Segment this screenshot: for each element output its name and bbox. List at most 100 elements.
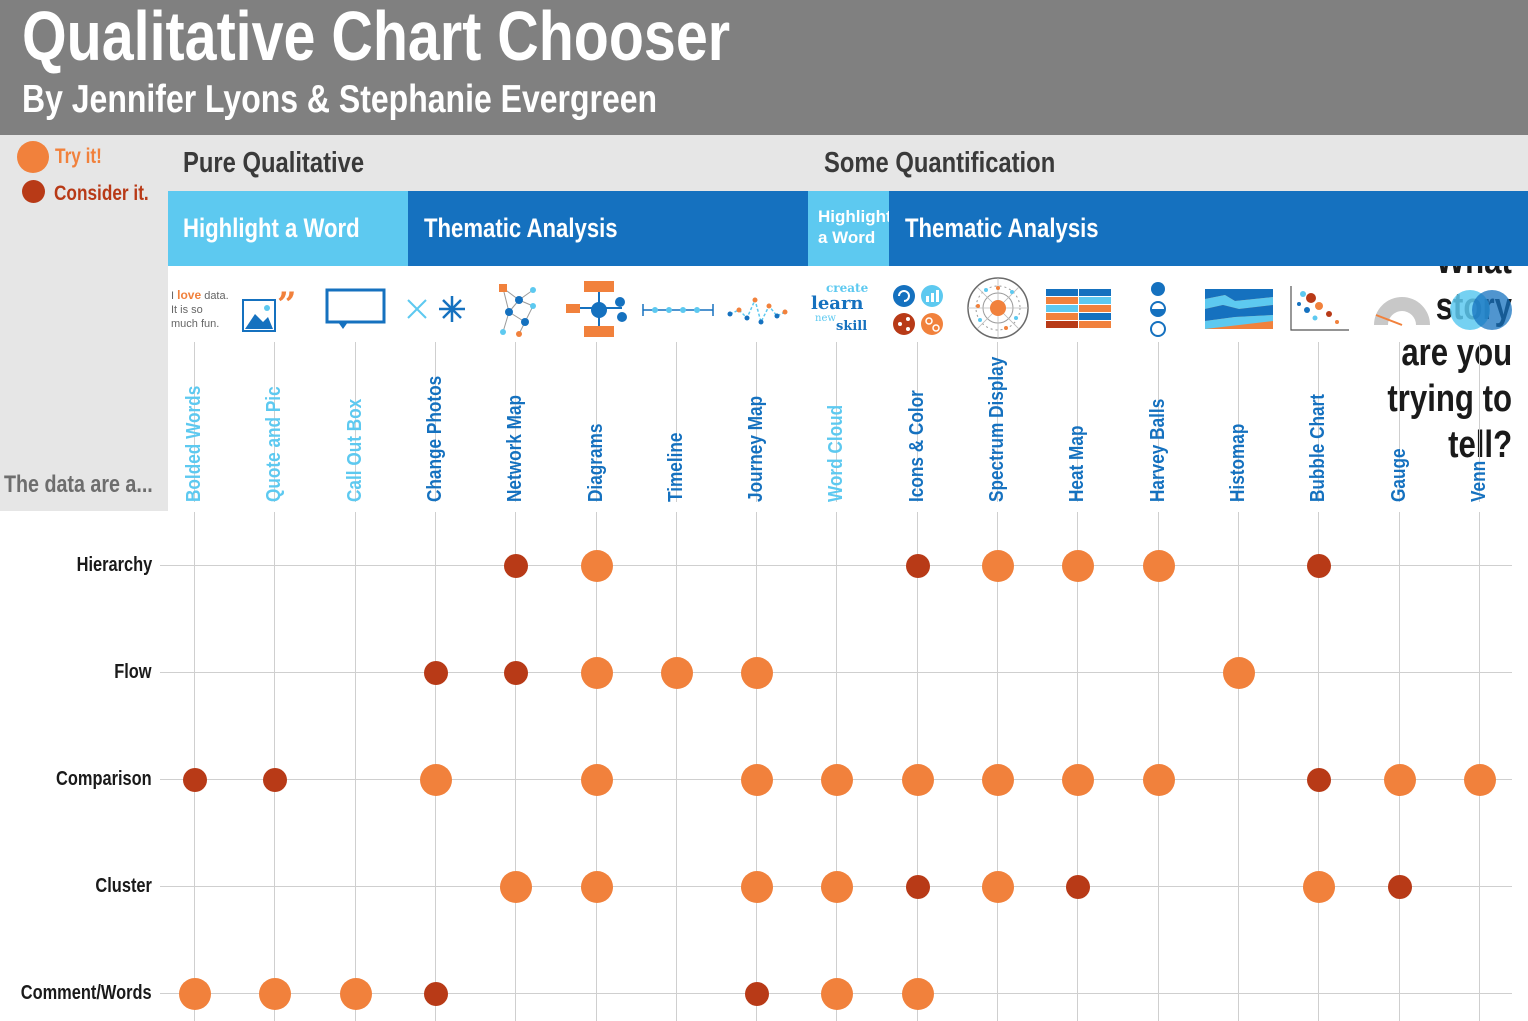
quote-pic-icon: ” bbox=[242, 286, 297, 332]
try-dot bbox=[580, 763, 613, 796]
legend-consider-label: Consider it. bbox=[54, 182, 149, 205]
column-gridline bbox=[676, 512, 677, 1021]
question-line: are you bbox=[1401, 332, 1512, 374]
heat-map-icon bbox=[1046, 289, 1111, 328]
column-label-gauge: Gauge bbox=[1388, 448, 1410, 502]
column-gridline bbox=[274, 342, 275, 502]
column-gridline bbox=[1158, 342, 1159, 502]
diagrams-icon bbox=[566, 281, 627, 337]
band-highlight-word-1: Highlight a Word bbox=[168, 191, 408, 266]
bubble-chart-icon bbox=[1290, 286, 1349, 331]
legend-consider-dot bbox=[22, 180, 45, 203]
legend-try-label: Try it! bbox=[55, 145, 102, 168]
column-gridline bbox=[1318, 342, 1319, 502]
harvey-balls-icon bbox=[1150, 282, 1166, 337]
try-dot bbox=[1222, 656, 1255, 689]
network-map-icon bbox=[499, 284, 536, 337]
histomap-icon bbox=[1205, 289, 1273, 329]
try-dot bbox=[580, 656, 613, 689]
column-gridline bbox=[676, 342, 677, 502]
band-highlight-word-2: Highlight a Word bbox=[808, 191, 892, 266]
bolded-words-icon: I love data. It is so much fun. bbox=[171, 288, 229, 330]
try-dot bbox=[820, 977, 853, 1010]
consider-dot bbox=[262, 767, 287, 792]
question-line: trying to bbox=[1387, 378, 1512, 420]
try-dot bbox=[660, 656, 693, 689]
page-title: Qualitative Chart Chooser bbox=[22, 0, 731, 75]
consider-dot bbox=[1306, 767, 1331, 792]
try-dot bbox=[740, 870, 773, 903]
column-gridline bbox=[596, 342, 597, 502]
row-gridline bbox=[160, 565, 1512, 566]
column-gridline bbox=[1479, 342, 1480, 502]
row-label-comment-words: Comment/Words bbox=[21, 982, 152, 1004]
try-dot bbox=[820, 763, 853, 796]
band-label: Thematic Analysis bbox=[424, 213, 618, 243]
column-gridline bbox=[917, 342, 918, 502]
try-dot bbox=[1302, 870, 1335, 903]
try-dot bbox=[1061, 763, 1094, 796]
try-dot bbox=[740, 763, 773, 796]
consider-dot bbox=[1306, 553, 1331, 578]
column-gridline bbox=[1077, 342, 1078, 502]
row-gridline bbox=[160, 672, 1512, 673]
section-header-strip bbox=[168, 135, 1528, 191]
try-dot bbox=[499, 870, 532, 903]
try-dot bbox=[981, 549, 1014, 582]
column-gridline bbox=[756, 342, 757, 502]
consider-dot bbox=[503, 660, 528, 685]
column-label-venn: Venn bbox=[1468, 460, 1490, 502]
spectrum-display-icon bbox=[967, 277, 1029, 339]
column-gridline bbox=[355, 512, 356, 1021]
column-gridline bbox=[435, 342, 436, 502]
row-label-cluster: Cluster bbox=[95, 875, 152, 897]
consider-dot bbox=[1065, 874, 1090, 899]
try-dot bbox=[981, 763, 1014, 796]
consider-dot bbox=[905, 553, 930, 578]
consider-dot bbox=[1387, 874, 1412, 899]
legend-try-dot bbox=[17, 141, 49, 173]
column-label-heat-map: Heat Map bbox=[1066, 425, 1088, 502]
try-dot bbox=[981, 870, 1014, 903]
try-dot bbox=[258, 977, 291, 1010]
try-dot bbox=[740, 656, 773, 689]
column-gridline bbox=[836, 342, 837, 502]
section-some-quantification: Some Quantification bbox=[824, 147, 1056, 179]
column-label-journey-map: Journey Map bbox=[745, 395, 767, 502]
change-photos-icon bbox=[407, 296, 465, 322]
consider-dot bbox=[503, 553, 528, 578]
column-gridline bbox=[1399, 342, 1400, 502]
column-gridline bbox=[515, 512, 516, 1021]
column-label-timeline: Timeline bbox=[665, 432, 687, 502]
try-dot bbox=[580, 549, 613, 582]
try-dot bbox=[178, 977, 211, 1010]
band-label: Highlight a Word bbox=[183, 213, 360, 243]
band-thematic-analysis-1: Thematic Analysis bbox=[408, 191, 808, 266]
try-dot bbox=[1142, 549, 1175, 582]
column-label-call-out-box: Call Out Box bbox=[344, 398, 366, 502]
column-label-bolded-words: Bolded Words bbox=[183, 385, 205, 502]
row-label-flow: Flow bbox=[114, 661, 152, 683]
consider-dot bbox=[423, 981, 448, 1006]
svg-text:”: ” bbox=[277, 286, 297, 325]
column-gridline bbox=[515, 342, 516, 502]
consider-dot bbox=[744, 981, 769, 1006]
try-dot bbox=[1142, 763, 1175, 796]
page-subtitle: By Jennifer Lyons & Stephanie Evergreen bbox=[22, 78, 658, 121]
try-dot bbox=[339, 977, 372, 1010]
consider-dot bbox=[182, 767, 207, 792]
venn-icon bbox=[1450, 290, 1512, 330]
timeline-icon bbox=[642, 304, 714, 316]
consider-dot bbox=[905, 874, 930, 899]
try-dot bbox=[1383, 763, 1416, 796]
band-label: Thematic Analysis bbox=[905, 213, 1099, 243]
try-dot bbox=[901, 977, 934, 1010]
consider-dot bbox=[423, 660, 448, 685]
try-dot bbox=[419, 763, 452, 796]
column-label-histomap: Histomap bbox=[1227, 423, 1249, 502]
try-dot bbox=[1061, 549, 1094, 582]
column-gridline bbox=[997, 342, 998, 502]
column-gridline bbox=[1238, 342, 1239, 502]
try-dot bbox=[580, 870, 613, 903]
band-thematic-analysis-2: Thematic Analysis bbox=[889, 191, 1528, 266]
